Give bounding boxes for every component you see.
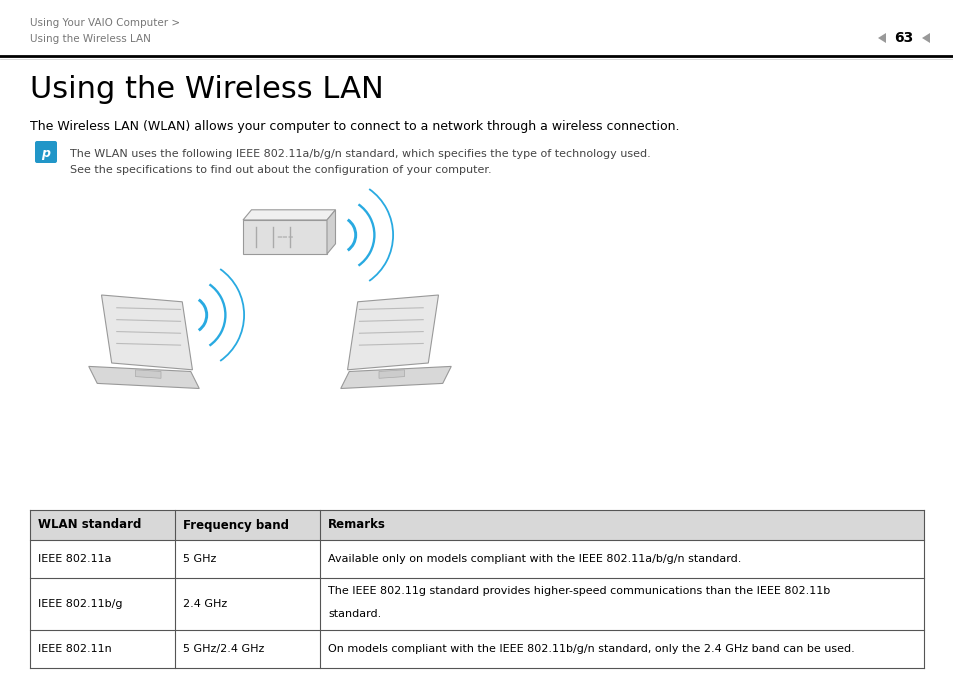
Text: Using the Wireless LAN: Using the Wireless LAN (30, 34, 151, 44)
Text: The Wireless LAN (WLAN) allows your computer to connect to a network through a w: The Wireless LAN (WLAN) allows your comp… (30, 120, 679, 133)
Text: Using the Wireless LAN: Using the Wireless LAN (30, 75, 383, 104)
Polygon shape (921, 33, 929, 43)
Text: See the specifications to find out about the configuration of your computer.: See the specifications to find out about… (70, 165, 491, 175)
Bar (30, 510, 923, 540)
Text: 2.4 GHz: 2.4 GHz (183, 599, 227, 609)
Polygon shape (340, 367, 451, 388)
Polygon shape (101, 295, 193, 370)
Text: 63: 63 (893, 31, 913, 45)
Polygon shape (243, 220, 327, 254)
Text: Using Your VAIO Computer >: Using Your VAIO Computer > (30, 18, 180, 28)
Text: ===: === (276, 234, 294, 240)
Text: IEEE 802.11a: IEEE 802.11a (38, 554, 112, 564)
Polygon shape (135, 370, 161, 378)
Text: Available only on models compliant with the IEEE 802.11a/b/g/n standard.: Available only on models compliant with … (328, 554, 740, 564)
Polygon shape (347, 295, 438, 370)
Polygon shape (89, 367, 199, 388)
Polygon shape (243, 210, 335, 220)
Text: standard.: standard. (328, 609, 381, 619)
Polygon shape (877, 33, 885, 43)
Text: Frequency band: Frequency band (183, 518, 289, 532)
Polygon shape (378, 370, 404, 378)
Text: IEEE 802.11n: IEEE 802.11n (38, 644, 112, 654)
Text: IEEE 802.11b/g: IEEE 802.11b/g (38, 599, 122, 609)
Text: The IEEE 802.11g standard provides higher-speed communications than the IEEE 802: The IEEE 802.11g standard provides highe… (328, 586, 829, 596)
FancyBboxPatch shape (35, 141, 57, 163)
Text: Remarks: Remarks (328, 518, 385, 532)
Text: WLAN standard: WLAN standard (38, 518, 141, 532)
Polygon shape (327, 210, 335, 254)
Text: 5 GHz/2.4 GHz: 5 GHz/2.4 GHz (183, 644, 264, 654)
Text: On models compliant with the IEEE 802.11b/g/n standard, only the 2.4 GHz band ca: On models compliant with the IEEE 802.11… (328, 644, 854, 654)
Text: p: p (42, 146, 51, 160)
Text: 5 GHz: 5 GHz (183, 554, 216, 564)
Text: The WLAN uses the following IEEE 802.11a/b/g/n standard, which specifies the typ: The WLAN uses the following IEEE 802.11a… (70, 149, 650, 159)
